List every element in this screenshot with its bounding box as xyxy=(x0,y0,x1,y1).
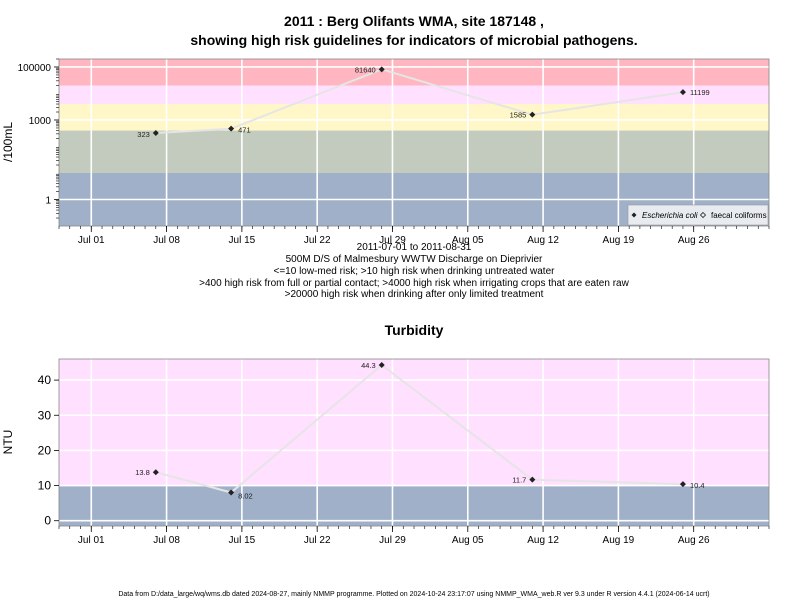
chart2-ylabel: NTU xyxy=(1,430,15,455)
chart1-xlabel-line4: >400 high risk from full or partial cont… xyxy=(199,278,629,289)
chart2-point-4 xyxy=(679,481,686,488)
chart2-xtick-label-4: Jul 29 xyxy=(379,535,406,546)
chart2-ytick-label-4: 40 xyxy=(38,373,52,387)
chart1-xlabel-line2: 500M D/S of Malmesbury WWTW Discharge on… xyxy=(286,254,543,265)
chart1-xtick-label-8: Aug 26 xyxy=(678,235,710,246)
chart2-ytick-label-3: 30 xyxy=(38,408,52,422)
footer-text: Data from D:/data_large/wq/wms.db dated … xyxy=(118,591,709,598)
chart2-ytick-label-2: 20 xyxy=(38,443,52,457)
chart2-xtick-label-0: Jul 01 xyxy=(78,535,105,546)
chart2-xtick-label-3: Jul 22 xyxy=(304,535,331,546)
chart1-point-label-2: 81640 xyxy=(355,65,376,74)
chart2-ytick-label-0: 0 xyxy=(44,514,51,528)
chart1-point-2 xyxy=(378,66,385,73)
chart1-band-4 xyxy=(59,59,769,86)
chart2-point-2 xyxy=(378,361,385,368)
chart2-point-0 xyxy=(152,469,159,476)
chart1-band-1 xyxy=(59,130,769,173)
chart1-xtick-label-4: Jul 29 xyxy=(379,235,406,246)
chart1-xtick-label-6: Aug 12 xyxy=(527,235,559,246)
chart1-subtitle: showing high risk guidelines for indicat… xyxy=(190,32,637,48)
chart1-xlabel-line1: 2011-07-01 to 2011-08-31 xyxy=(357,242,472,253)
chart1-title: 2011 : Berg Olifants WMA, site 187148 , xyxy=(284,13,544,29)
chart1-band-2 xyxy=(59,104,769,131)
chart2-xtick-label-1: Jul 08 xyxy=(153,535,180,546)
chart1-ytick-label-0: 1 xyxy=(45,195,51,206)
chart1-xtick-label-3: Jul 22 xyxy=(304,235,331,246)
chart1-legend: Escherichia coli faecal coliforms xyxy=(627,204,769,226)
chart1-point-label-3: 1585 xyxy=(510,111,527,120)
chart1-xtick-label-1: Jul 08 xyxy=(153,235,180,246)
chart2-xtick-label-5: Aug 05 xyxy=(452,535,484,546)
chart1-point-3 xyxy=(529,111,536,118)
chart1-band-3 xyxy=(59,85,769,105)
turbidity-chart: 0 10 20 30 40 Jul 01 Jul 08 Jul 15 Jul 22 Jul 29 A… xyxy=(38,358,770,546)
chart2-band-1 xyxy=(59,359,769,486)
chart1-point-label-4: 11199 xyxy=(690,88,710,97)
legend-ecoli-label: Escherichia coli xyxy=(642,211,698,220)
chart1-xtick-label-5: Aug 05 xyxy=(452,235,484,246)
chart2-point-label-3: 11.7 xyxy=(512,476,526,485)
chart1-xtick-label-7: Aug 19 xyxy=(603,235,635,246)
chart2-title: Turbidity xyxy=(385,322,444,338)
chart2-xtick-label-7: Aug 19 xyxy=(603,535,635,546)
ecoli-chart: 1 1000 100000 Jul 01 Jul 08 Jul 15 Jul 22 Jul 2… xyxy=(18,58,770,246)
chart1-ytick-label-1: 1000 xyxy=(29,116,52,127)
legend-faecal-marker xyxy=(699,211,707,219)
chart2-point-label-4: 10.4 xyxy=(690,481,705,490)
chart2-point-1 xyxy=(228,489,235,496)
chart1-xlabel-line5: >20000 high risk when drinking after onl… xyxy=(285,289,544,300)
legend-faecal-label: faecal coliforms xyxy=(711,211,767,220)
legend-box xyxy=(627,204,769,226)
chart2-point-label-0: 13.8 xyxy=(135,468,150,477)
chart1-ylabel: /100mL xyxy=(1,122,15,162)
legend-ecoli-marker xyxy=(631,212,637,218)
chart1-point-0 xyxy=(152,129,159,136)
chart1-point-1 xyxy=(228,125,235,132)
chart2-xtick-label-6: Aug 12 xyxy=(527,535,559,546)
chart1-point-4 xyxy=(679,89,686,96)
chart2-point-3 xyxy=(529,476,536,483)
chart1-point-label-1: 471 xyxy=(238,126,251,135)
chart1-ytick-label-2: 100000 xyxy=(18,63,52,74)
chart2-band-0 xyxy=(59,485,769,526)
chart2-ytick-label-1: 10 xyxy=(38,479,52,493)
chart1-point-label-0: 323 xyxy=(137,130,150,139)
chart2-xtick-label-2: Jul 15 xyxy=(229,535,256,546)
chart1-xlabel-line3: <=10 low-med risk; >10 high risk when dr… xyxy=(274,266,556,277)
chart1-xtick-label-0: Jul 01 xyxy=(78,235,105,246)
chart1-xtick-label-2: Jul 15 xyxy=(229,235,256,246)
chart2-point-label-2: 44.3 xyxy=(361,361,376,370)
chart2-point-label-1: 8.02 xyxy=(238,492,253,501)
chart2-xtick-label-8: Aug 26 xyxy=(678,535,710,546)
